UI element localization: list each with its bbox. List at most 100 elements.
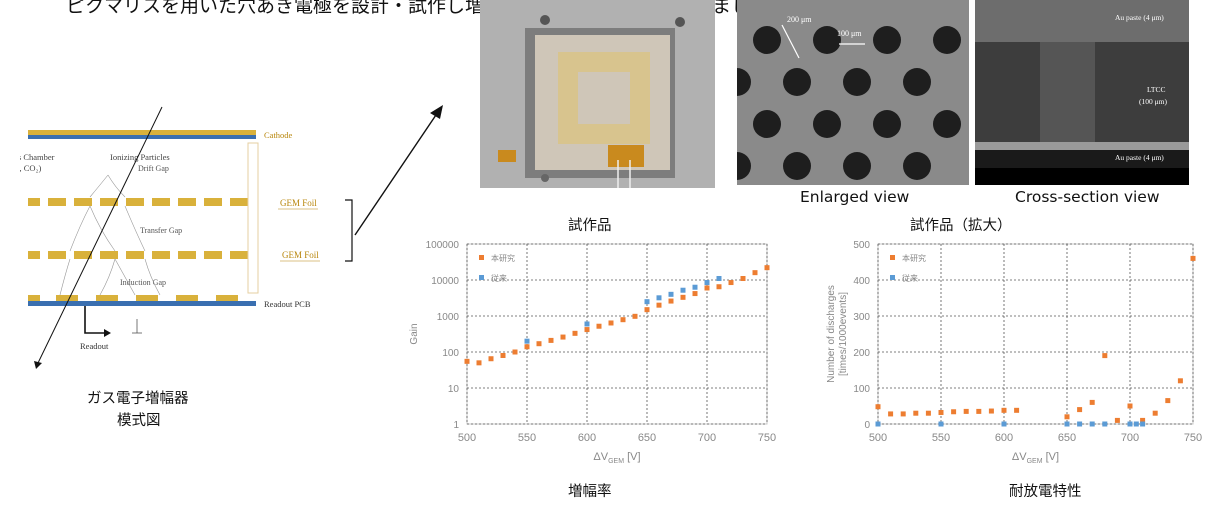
schematic-caption-line1: ガス電子増幅器 [87, 391, 189, 407]
x-tick-label: 750 [1184, 432, 1202, 444]
data-point [1127, 403, 1133, 409]
data-point [656, 302, 662, 308]
ltcc-label-2: (100 μm) [1139, 97, 1167, 106]
gem-foil-1 [28, 198, 248, 206]
sem-enlarged-photo: 200 μm 100 μm [737, 0, 969, 185]
y-tick-label: 100000 [426, 240, 460, 251]
data-point [1001, 407, 1007, 413]
data-point [668, 291, 674, 297]
data-point [692, 284, 698, 290]
drift-gap-label: Drift Gap [138, 164, 169, 173]
y-tick-label: 1 [453, 420, 459, 431]
y-tick-label: 10000 [431, 276, 459, 287]
x-tick-label: 700 [698, 432, 716, 444]
data-point [572, 330, 578, 336]
readout-pads [28, 295, 238, 301]
gem-foil-2-label: GEM Foil [282, 250, 319, 260]
x-tick-label: 550 [518, 432, 536, 444]
data-point [1140, 421, 1146, 427]
legend-entry: 従来 [491, 273, 507, 283]
data-point [536, 341, 542, 347]
data-point [476, 360, 482, 366]
x-axis-label-unit: [V] [1043, 451, 1060, 463]
gem-foil-2 [28, 251, 248, 259]
data-point [1102, 421, 1108, 427]
readout-label: Readout [80, 341, 109, 351]
x-tick-label: 600 [578, 432, 596, 444]
cross-section-caption: Cross-section view [1015, 188, 1160, 206]
data-point [596, 323, 602, 329]
gain-caption: 増幅率 [568, 484, 612, 500]
induction-gap-label: Induction Gap [120, 278, 166, 287]
data-point [524, 344, 530, 350]
data-point [976, 408, 982, 414]
data-point [925, 410, 931, 416]
y-tick-label: 300 [853, 312, 870, 323]
data-point [608, 320, 614, 326]
data-point [938, 421, 944, 427]
data-point [1064, 421, 1070, 427]
schematic-caption-line2: 模式図 [117, 413, 161, 429]
data-point [951, 409, 957, 415]
cathode-plate [28, 130, 256, 135]
enlarged-view-caption: Enlarged view [800, 188, 910, 206]
gem-foil-1-label: GEM Foil [280, 198, 317, 208]
data-point [1127, 421, 1133, 427]
data-point [1001, 421, 1007, 427]
data-point [560, 334, 566, 340]
y-tick-label: 200 [853, 348, 870, 359]
data-point [668, 298, 674, 304]
legend-entry: 本研究 [491, 253, 515, 263]
legend-entry: 本研究 [902, 253, 926, 263]
x-tick-label: 500 [869, 432, 887, 444]
data-point [1190, 255, 1196, 261]
x-axis-label-sub: GEM [1027, 458, 1043, 465]
data-point [524, 338, 530, 344]
data-point [704, 280, 710, 286]
legend-marker [479, 255, 484, 260]
y-tick-label: 100 [442, 348, 459, 359]
data-point [938, 409, 944, 415]
x-axis-label: ΔVGEM [V] [1012, 451, 1059, 465]
gas-chamber-label: Gas Chamber [20, 152, 55, 162]
gain-chart: 500 550 600 650 700 750 1 10 100 1000 10000 100000 Δ… [409, 240, 776, 465]
data-point [1014, 407, 1020, 413]
data-point [1114, 417, 1120, 423]
gem-schematic: Cathode Gas Chamber (Ar, CO₂) Ionizing P… [20, 106, 353, 369]
legend-marker [890, 255, 895, 260]
plot-frame [466, 243, 768, 425]
data-point [464, 358, 470, 364]
ltcc-label-1: LTCC [1147, 85, 1165, 94]
data-point [752, 270, 758, 276]
data-point [644, 299, 650, 305]
x-tick-label: 550 [932, 432, 950, 444]
data-point [1152, 410, 1158, 416]
data-point [656, 295, 662, 301]
readout-pcb-label: Readout PCB [264, 299, 311, 309]
legend-marker [479, 275, 484, 280]
x-axis-label-sub: GEM [608, 458, 624, 465]
x-tick-label: 500 [458, 432, 476, 444]
data-point [488, 356, 494, 362]
x-tick-label: 650 [638, 432, 656, 444]
data-point [764, 265, 770, 271]
data-point [1064, 414, 1070, 420]
discharge-caption: 耐放電特性 [1009, 484, 1082, 500]
discharge-chart: 500 550 600 650 700 750 0 100 200 300 400 500 ΔVGEM … [826, 240, 1202, 465]
y-axis-label-2: [times/1000events] [838, 292, 849, 376]
data-point [1133, 421, 1139, 427]
sem-label-100: 100 μm [837, 29, 862, 38]
data-point [500, 352, 506, 358]
prototype-photo [480, 0, 715, 188]
data-point [584, 327, 590, 333]
data-point [512, 349, 518, 355]
connector-arrow [354, 105, 443, 236]
x-tick-label: 600 [995, 432, 1013, 444]
x-tick-label: 650 [1058, 432, 1076, 444]
readout-pcb [28, 301, 256, 306]
y-axis-label: Number of discharges [826, 285, 837, 383]
data-point [1165, 398, 1171, 404]
data-point [644, 307, 650, 313]
data-point [716, 276, 722, 282]
legend-marker [890, 275, 895, 280]
